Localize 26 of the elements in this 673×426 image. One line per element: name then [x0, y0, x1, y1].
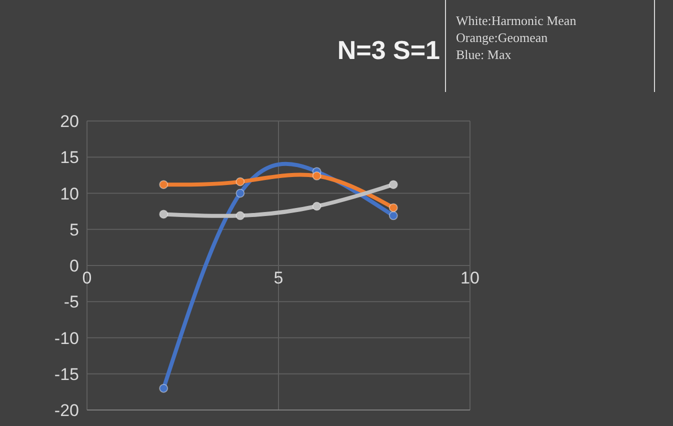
x-tick-label: 0 — [82, 268, 92, 288]
point — [236, 188, 245, 198]
y-tick-label: -5 — [64, 292, 79, 312]
y-tick-label: -15 — [54, 364, 79, 384]
x-tick-label: 5 — [274, 268, 284, 288]
y-tick-label: 15 — [60, 148, 79, 168]
point — [312, 171, 322, 180]
text: Blue: Max — [456, 46, 512, 63]
point — [312, 202, 322, 211]
y-tick-label: 5 — [70, 220, 79, 240]
point — [159, 180, 168, 190]
point — [159, 210, 168, 219]
point — [388, 203, 398, 212]
text: White:Harmonic Mean — [456, 12, 578, 29]
text: Orange:Geomean — [456, 29, 549, 46]
point — [388, 180, 398, 190]
point — [388, 211, 398, 220]
y-tick-label: -10 — [54, 328, 79, 348]
x-tick-label: 10 — [460, 268, 480, 288]
y-tick-label: 20 — [60, 112, 79, 132]
y-tick-label: 10 — [60, 184, 79, 204]
point — [159, 384, 168, 393]
point — [236, 177, 245, 186]
point — [236, 211, 245, 220]
y-tick-label: -20 — [54, 401, 79, 420]
chart-title: N=3 S=1 — [336, 35, 440, 66]
